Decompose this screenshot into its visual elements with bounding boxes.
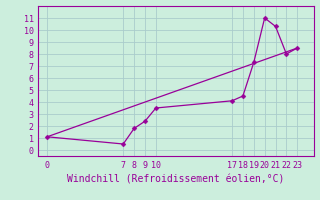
X-axis label: Windchill (Refroidissement éolien,°C): Windchill (Refroidissement éolien,°C) (67, 174, 285, 184)
